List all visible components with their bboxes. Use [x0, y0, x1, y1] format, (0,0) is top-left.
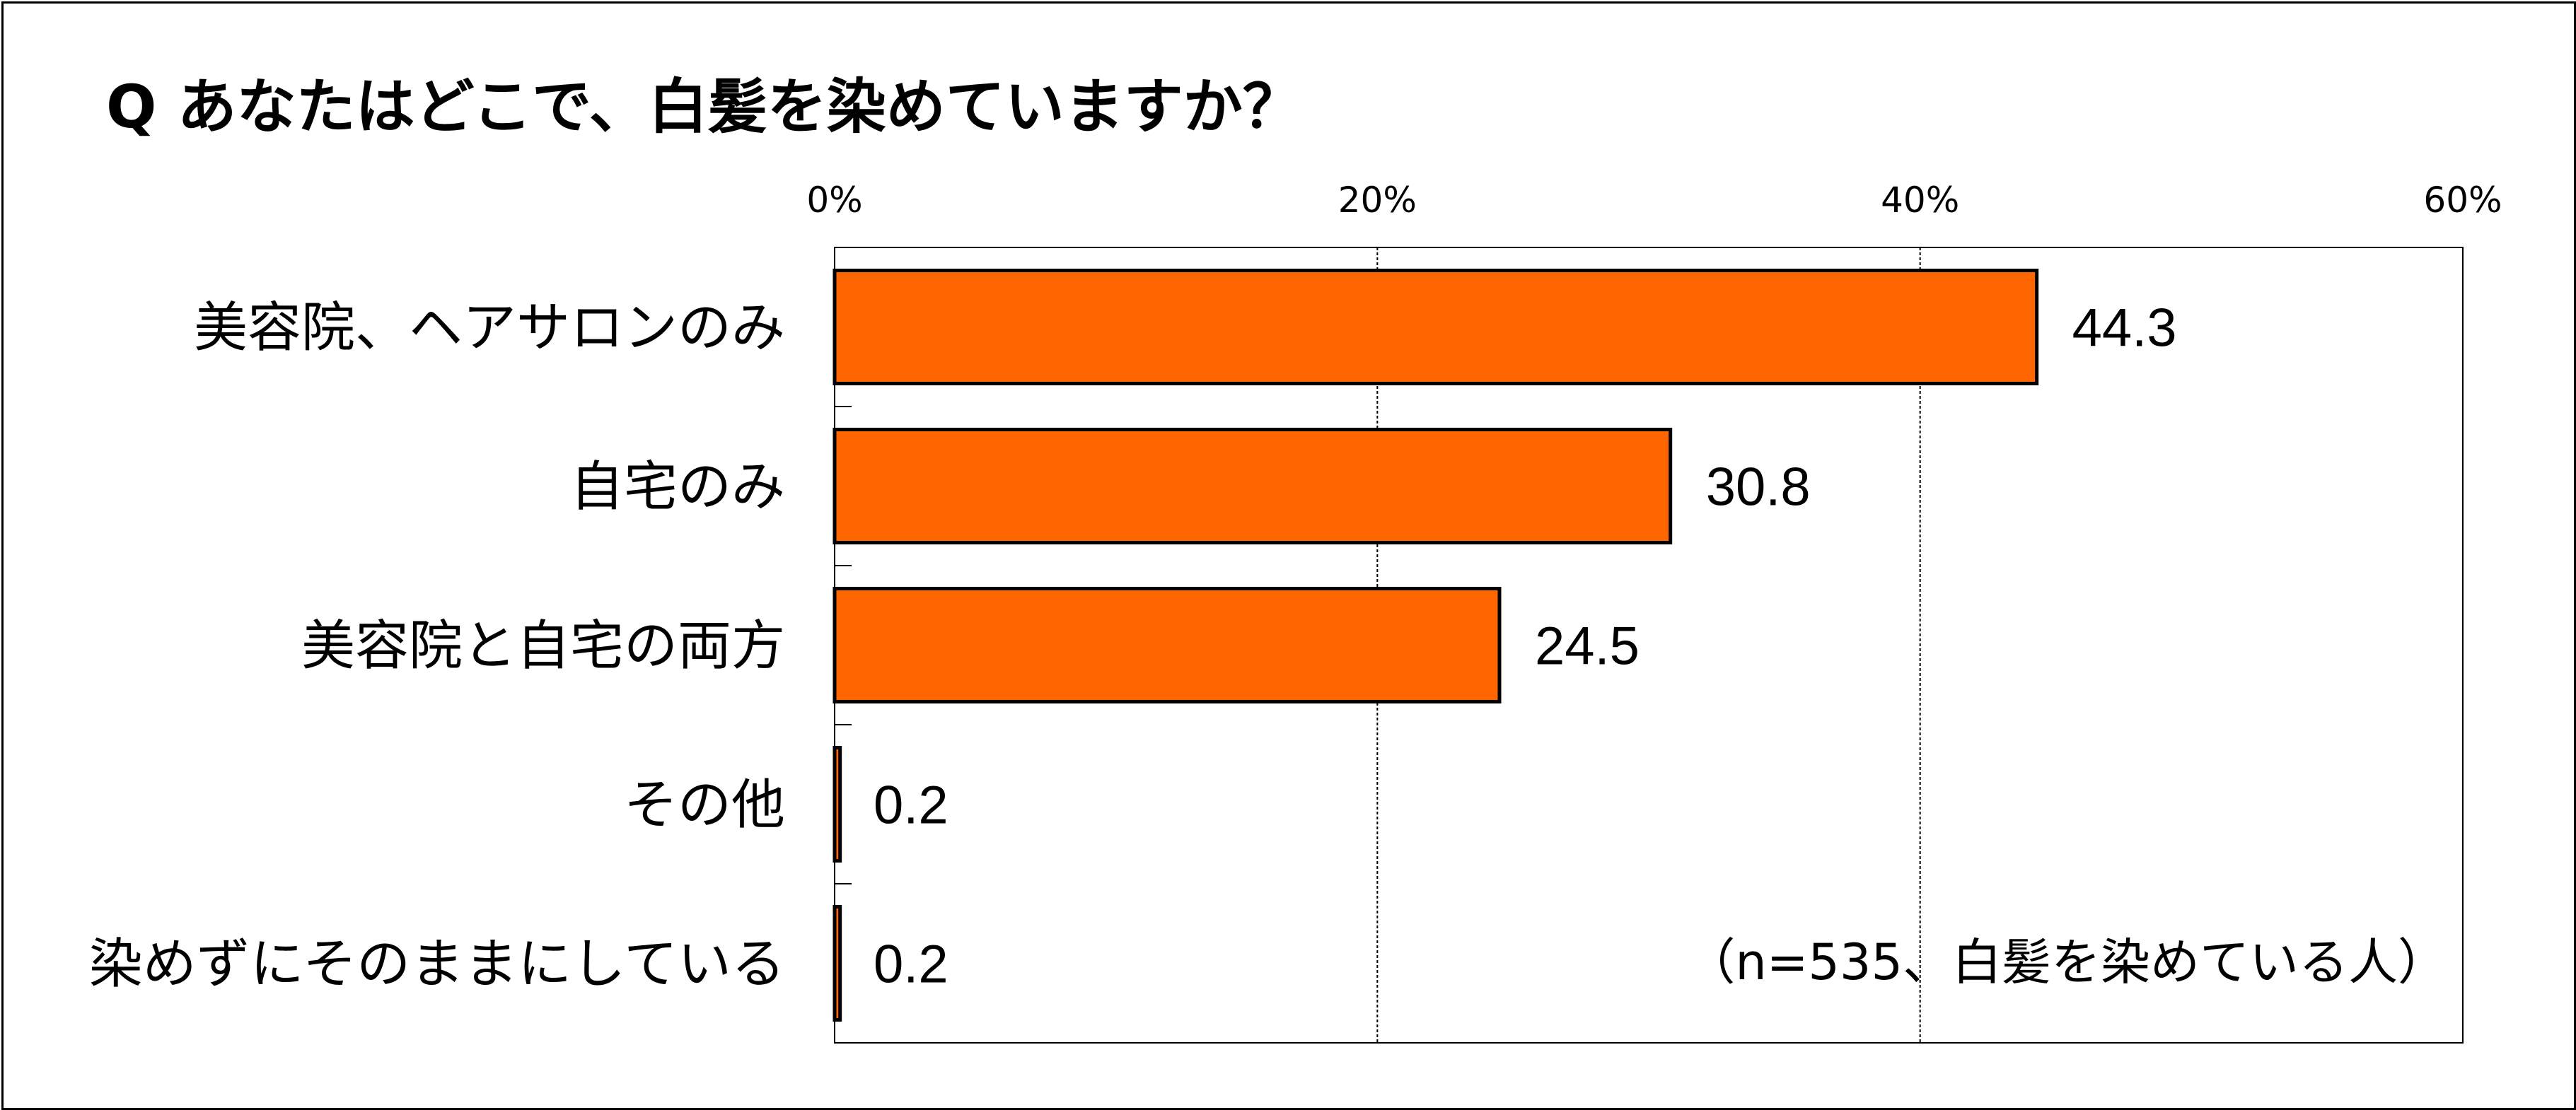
category-label: その他 — [624, 773, 785, 836]
value-label: 30.8 — [1706, 457, 1811, 518]
chart-title: Q あなたはどこで、白髪を染めていますか？ — [106, 72, 1302, 141]
tick-label: 40% — [1881, 180, 1959, 221]
category-label: 美容院と自宅の両方 — [301, 614, 785, 677]
bar — [832, 746, 842, 863]
sample-note: （n=535、白髪を染めている人） — [1686, 933, 2447, 991]
bar — [832, 269, 2039, 385]
bar — [832, 905, 842, 1022]
tick-label: 0% — [806, 180, 862, 221]
bar — [832, 428, 1673, 544]
category-label: 美容院、ヘアサロンのみ — [194, 296, 785, 359]
tick-label: 60% — [2423, 180, 2502, 221]
value-label: 0.2 — [874, 776, 948, 836]
value-labels: 44.3 30.8 24.5 0.2 0.2 — [874, 298, 2177, 995]
tick-label: 20% — [1338, 180, 1417, 221]
x-axis-ticks: 0% 20% 40% 60% — [806, 180, 2502, 221]
category-label: 自宅のみ — [570, 455, 785, 518]
category-label: 染めずにそのままにしている — [89, 933, 785, 995]
bars — [832, 269, 2039, 1022]
value-label: 44.3 — [2072, 298, 2177, 358]
bar — [832, 587, 1502, 703]
value-label: 0.2 — [874, 935, 948, 995]
value-label: 24.5 — [1535, 617, 1640, 677]
